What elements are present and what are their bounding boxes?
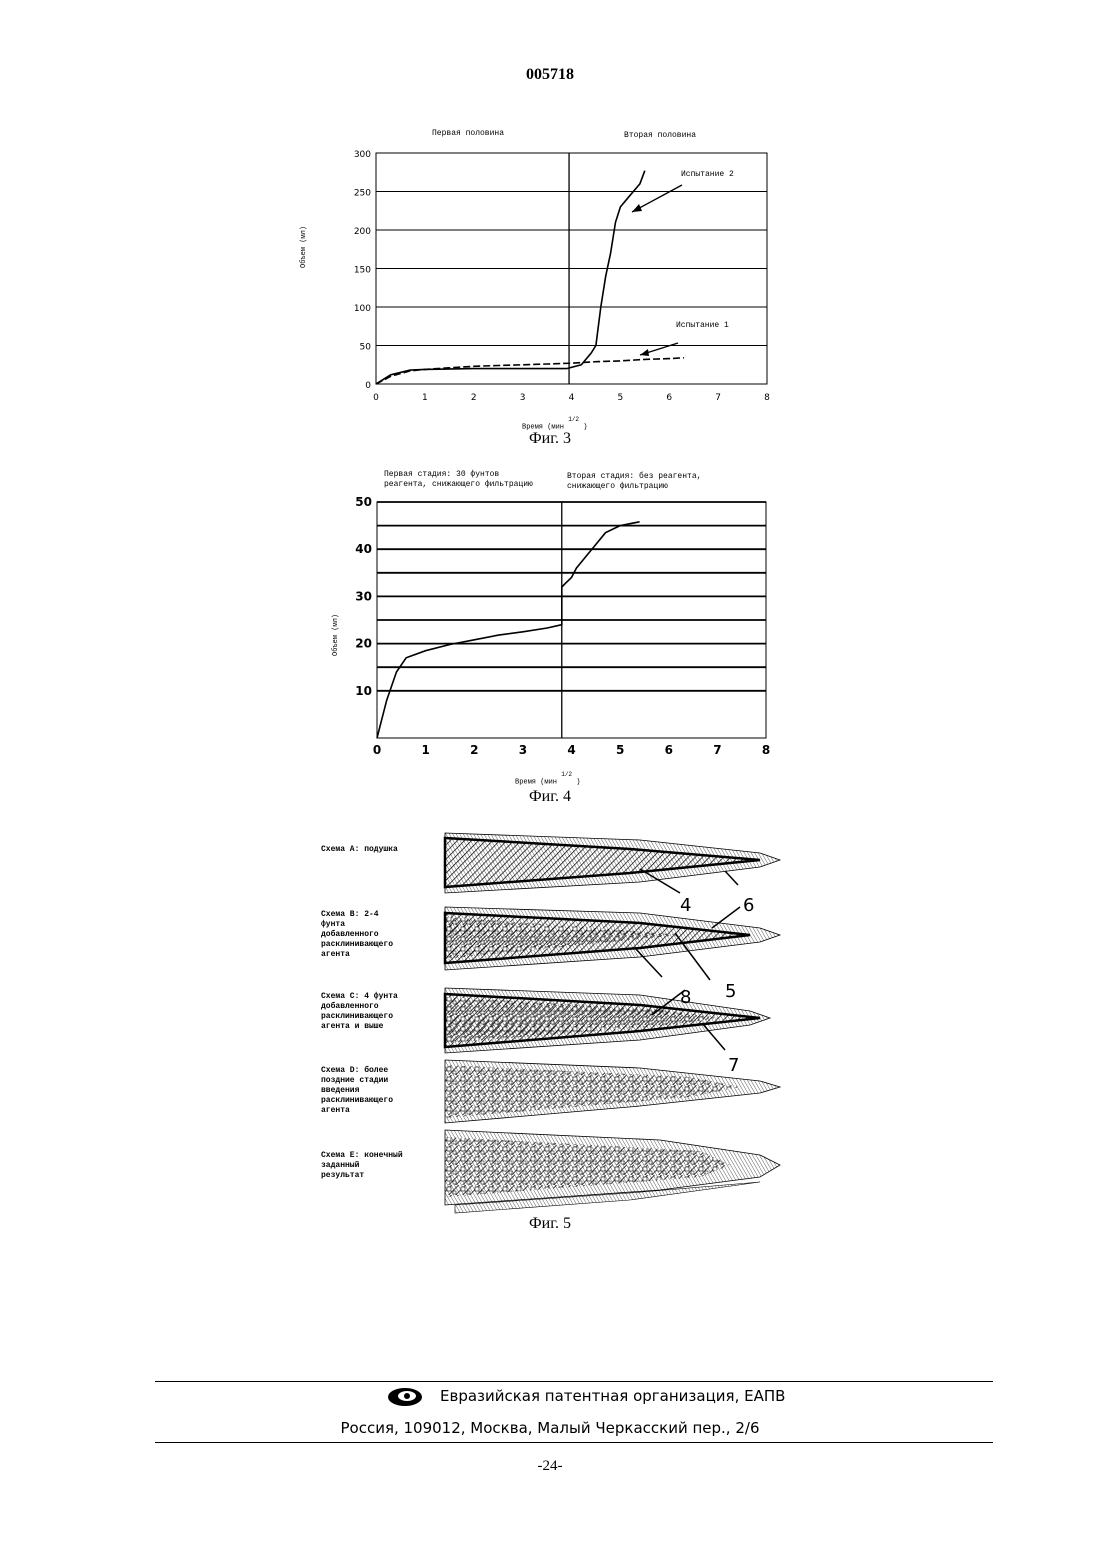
fig5-caption: Фиг. 5 (490, 1215, 610, 1233)
f3-y-tick-label: 150 (354, 266, 371, 276)
eapo-logo (385, 1385, 425, 1414)
f3-y-tick-label: 300 (354, 150, 371, 160)
scheme-a-label: Схема А: подушка (321, 845, 431, 855)
fig3-annotation-1: Испытание 1 (676, 321, 729, 330)
fig3-annotation-2-arrowhead (632, 204, 642, 212)
f4-x-tick-label: 3 (519, 743, 527, 757)
f3-x-tick-label: 7 (715, 393, 721, 403)
scheme-d-label: Схема D: более поздние стадии введения р… (321, 1066, 431, 1116)
f3-x-tick-label: 0 (373, 393, 379, 403)
f3-y-tick-label: 100 (354, 304, 371, 314)
scheme-e-fracture (445, 1130, 780, 1213)
f3-y-tick-label: 200 (354, 227, 371, 237)
f3-x-tick-label: 1 (422, 393, 428, 403)
fig5-diagram: 4 6 8 5 7 (430, 825, 800, 1220)
footer-bottom-rule (155, 1442, 993, 1443)
fig4-xlabel: Время (мин 1/2 ) (515, 775, 580, 786)
fig3-annotation-1-arrowhead (640, 349, 649, 356)
fig5-number-8: 8 (680, 987, 691, 1008)
fig3-annotation-2: Испытание 2 (681, 170, 734, 179)
f3-y-tick-label: 50 (360, 343, 372, 353)
f4-y-tick-label: 40 (355, 542, 372, 556)
footer-address: Россия, 109012, Москва, Малый Черкасский… (0, 1419, 1100, 1437)
f4-y-tick-label: 20 (355, 637, 372, 651)
f4-x-tick-label: 2 (470, 743, 478, 757)
fig5-number-4: 4 (680, 895, 691, 916)
f3-x-tick-label: 5 (618, 393, 624, 403)
f4-x-tick-label: 7 (713, 743, 721, 757)
scheme-c-fracture (445, 988, 770, 1053)
scheme-b-fracture (445, 907, 780, 970)
fig5-number-5: 5 (725, 981, 736, 1002)
fig4-caption: Фиг. 4 (490, 788, 610, 806)
f3-x-tick-label: 3 (520, 393, 526, 403)
f4-x-tick-label: 6 (665, 743, 673, 757)
f4-x-tick-label: 8 (762, 743, 770, 757)
f3-x-tick-label: 2 (471, 393, 477, 403)
fig4-header-right: Вторая стадия: без реагента, снижающего … (567, 472, 701, 492)
scheme-e-label: Схема Е: конечный заданный результат (321, 1151, 431, 1181)
fig3-ylabel: Объем (мл) (300, 188, 308, 268)
scheme-c-label: Схема С: 4 фунта добавленного расклинива… (321, 992, 431, 1032)
f4-x-tick-label: 5 (616, 743, 624, 757)
f3-x-tick-label: 8 (764, 393, 770, 403)
f4-y-tick-label: 10 (355, 684, 372, 698)
f3-x-tick-label: 4 (569, 393, 575, 403)
fig5-number-6: 6 (743, 895, 754, 916)
document-number: 005718 (0, 66, 1100, 84)
fig5-number-7: 7 (728, 1055, 739, 1076)
f3-y-tick-label: 250 (354, 189, 371, 199)
page-number: -24- (0, 1458, 1100, 1475)
f3-series-line-2 (376, 171, 645, 384)
fig4-chart: 10 20 30 40 50 0 1 2 3 4 5 6 7 8 (340, 490, 780, 770)
fig4-ylabel: Объем (мл) (332, 576, 340, 656)
footer-organization: Евразийская патентная организация, ЕАПВ (440, 1387, 785, 1405)
fig3-caption: Фиг. 3 (490, 430, 610, 448)
f4-x-tick-label: 0 (373, 743, 381, 757)
f3-y-tick-label: 0 (365, 381, 371, 391)
fig3-header-left: Первая половина (432, 129, 504, 139)
f4-series-line-1 (377, 522, 640, 738)
scheme-b-label: Схема В: 2-4 фунта добавленного расклини… (321, 910, 431, 960)
f3-x-tick-label: 6 (666, 393, 672, 403)
f4-x-tick-label: 1 (421, 743, 429, 757)
footer-top-rule (155, 1381, 993, 1382)
f4-y-tick-label: 30 (355, 589, 372, 603)
fig3-chart: 0 50 100 150 200 250 300 0 1 2 3 4 5 6 7 8 (320, 140, 790, 440)
fig4-header-left: Первая стадия: 30 фунтов реагента, снижа… (384, 470, 533, 490)
f3-series-line-1 (376, 358, 684, 384)
scheme-a-fracture (445, 833, 780, 893)
f4-y-tick-label: 50 (355, 495, 372, 509)
f4-x-tick-label: 4 (567, 743, 575, 757)
